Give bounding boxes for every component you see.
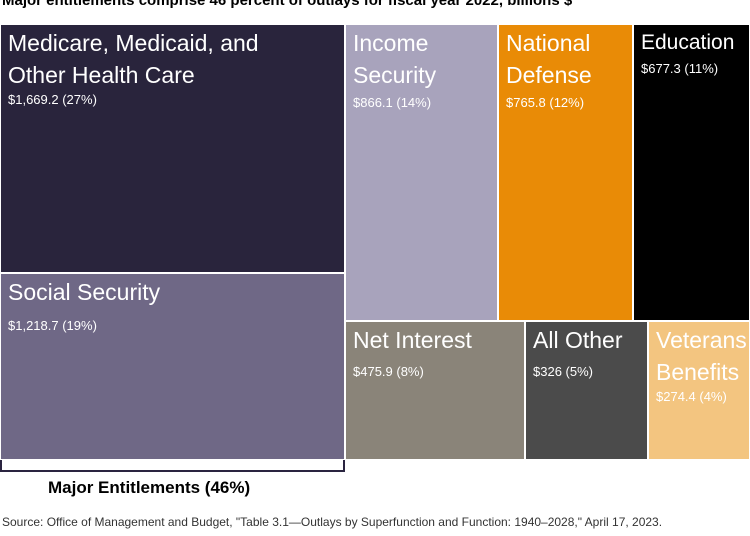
tile-label: Medicare, Medicaid, and Other Health Car… <box>8 30 259 88</box>
tile-label: Income Security <box>353 30 437 88</box>
tile-label: All Other <box>533 327 623 353</box>
treemap-tile-medicare-medicaid-health: Medicare, Medicaid, and Other Health Car… <box>0 24 345 273</box>
tile-value-label: $475.9 (8%) <box>353 364 424 379</box>
tile-label: National Defense <box>506 30 592 88</box>
tile-value-label: $1,669.2 (27%) <box>8 92 97 107</box>
tile-label: Veterans Benefits <box>656 327 747 385</box>
major-entitlements-bracket <box>0 460 345 472</box>
major-entitlements-label: Major Entitlements (46%) <box>48 478 251 497</box>
treemap-tile-all-other: All Other $326 (5%) <box>525 321 648 460</box>
tile-label: Net Interest <box>353 327 472 353</box>
tile-label: Social Security <box>8 279 161 305</box>
tile-value-label: $326 (5%) <box>533 364 593 379</box>
tile-value-label: $1,218.7 (19%) <box>8 318 97 333</box>
tile-value-label: $677.3 (11%) <box>641 61 719 76</box>
treemap-tile-social-security: Social Security $1,218.7 (19%) <box>0 273 345 460</box>
tile-value-label: $274.4 (4%) <box>656 389 727 404</box>
source-note: Source: Office of Management and Budget,… <box>2 515 663 529</box>
treemap-tile-education: Education $677.3 (11%) <box>633 24 750 321</box>
tile-value-label: $765.8 (12%) <box>506 95 585 110</box>
treemap-tile-national-defense: National Defense $765.8 (12%) <box>498 24 633 321</box>
treemap-tile-income-security: Income Security $866.1 (14%) <box>345 24 498 321</box>
treemap-tile-veterans-benefits: Veterans Benefits $274.4 (4%) <box>648 321 750 460</box>
chart-title: Major entitlements comprise 46 percent o… <box>2 0 573 9</box>
tile-label: Education <box>641 31 735 54</box>
treemap-tile-net-interest: Net Interest $475.9 (8%) <box>345 321 525 460</box>
tile-value-label: $866.1 (14%) <box>353 95 432 110</box>
